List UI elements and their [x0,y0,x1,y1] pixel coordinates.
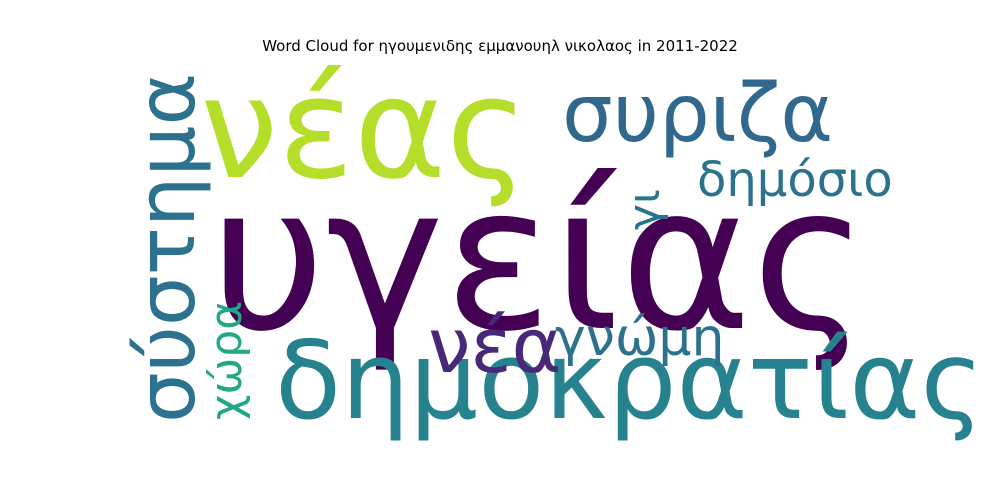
word-dimosio: δημόσιο [697,152,893,208]
word-systima: σύστημα [120,72,213,423]
word-syriza: συριζα [562,67,834,160]
word-xora: χώρα [201,300,252,420]
word-gi: γι [619,189,670,230]
chart-title: Word Cloud for ηγουμενιδης εμμανουηλ νικ… [262,37,738,55]
word-nea: νέα [428,301,562,390]
word-cloud: υγείας νέας δημοκρατίας συριζα σύστημα ν… [120,48,984,440]
word-gnomi: γνώμη [555,308,725,368]
word-dimokratias: δημοκρατίας [275,319,984,444]
word-neas: νέας [200,48,529,211]
word-ygeias: υγείας [210,143,870,376]
